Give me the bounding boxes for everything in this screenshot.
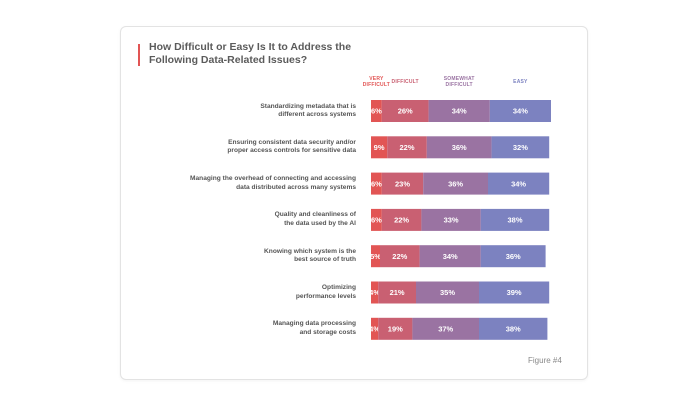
bar-segment-difficult <box>381 100 429 122</box>
bar-segment-very-difficult <box>371 317 379 340</box>
legend-very-difficult-line: VERY <box>369 76 384 82</box>
legend-somewhat-difficult: SOMEWHAT DIFFICULT <box>429 76 489 88</box>
bar-segment-very-difficult <box>371 172 382 195</box>
data-label-very-difficult: 4% <box>369 325 380 334</box>
data-label-difficult: 26% <box>398 107 413 116</box>
row-label: Managing the overhead of connecting and … <box>150 175 356 192</box>
legend-difficult: DIFFICULT <box>375 79 435 85</box>
bar-segment-difficult <box>378 281 416 304</box>
row-label-line: Knowing which system is the <box>264 247 356 255</box>
bar-segment-difficult <box>381 172 424 195</box>
data-label-difficult: 22% <box>399 143 414 152</box>
data-label-easy: 34% <box>511 179 526 188</box>
bar-segment-easy <box>479 317 548 340</box>
bar-segment-somewhat-difficult <box>412 317 479 340</box>
bar-segment-difficult <box>381 208 422 231</box>
bar-segment-easy <box>488 172 550 195</box>
bar-segment-easy <box>480 208 550 231</box>
data-label-somewhat-difficult: 35% <box>440 288 455 297</box>
legend-easy-line: EASY <box>513 79 528 85</box>
figure-label: Figure #4 <box>528 356 562 365</box>
bar-segment-very-difficult <box>371 245 380 268</box>
data-label-difficult: 19% <box>388 325 403 334</box>
bar-segment-very-difficult <box>371 100 382 122</box>
row-label-line: Standardizing metadata that is <box>260 102 356 110</box>
data-label-very-difficult: 5% <box>370 252 381 261</box>
data-label-easy: 36% <box>506 252 521 261</box>
data-label-very-difficult: 6% <box>371 216 382 225</box>
row-label-line: different across systems <box>278 111 356 118</box>
data-label-somewhat-difficult: 34% <box>443 252 458 261</box>
data-label-difficult: 22% <box>392 252 407 261</box>
data-label-difficult: 23% <box>395 179 410 188</box>
data-label-easy: 34% <box>513 107 528 116</box>
title-accent-bar <box>138 44 140 66</box>
legend-somewhat-difficult-line: SOMEWHAT <box>443 76 475 82</box>
bar-segment-very-difficult <box>371 281 379 304</box>
row-label: Managing data processing and storage cost… <box>150 320 356 337</box>
data-label-easy: 38% <box>506 325 521 334</box>
row-label: Ensuring consistent data security and/or… <box>150 139 356 156</box>
bar-segment-somewhat-difficult <box>419 245 481 268</box>
bar-segment-difficult <box>387 136 427 159</box>
bar-segment-somewhat-difficult <box>428 100 490 122</box>
data-label-very-difficult: 6% <box>371 107 382 116</box>
bar-segment-very-difficult <box>371 208 382 231</box>
row-label: Quality and cleanliness of the data used … <box>150 211 356 228</box>
bar-segment-somewhat-difficult <box>426 136 492 159</box>
bar-segment-easy <box>480 245 546 268</box>
row-label-line: and storage costs <box>299 328 356 336</box>
data-label-somewhat-difficult: 33% <box>444 216 459 225</box>
legend-very-difficult-line: DIFFICULT <box>362 82 391 88</box>
row-label-line: data distributed across many systems <box>236 183 356 191</box>
row-label-line: the data used by the AI <box>284 219 356 227</box>
row-label-line: Managing the overhead of connecting and … <box>190 175 356 183</box>
row-label-line: performance levels <box>295 292 356 300</box>
row-label-line: proper access controls for sensitive dat… <box>227 147 356 155</box>
row-label-line: best source of truth <box>294 256 356 264</box>
bar-segment-somewhat-difficult <box>423 172 488 195</box>
row-label-line: Quality and cleanliness of <box>274 211 356 219</box>
data-label-difficult: 21% <box>390 288 405 297</box>
data-label-easy: 32% <box>513 143 528 152</box>
bar-segment-somewhat-difficult <box>416 281 479 304</box>
row-label: Standardizing metadata that is different … <box>150 103 356 120</box>
data-label-easy: 39% <box>507 288 522 297</box>
data-label-very-difficult: 9% <box>374 143 385 152</box>
data-label-difficult: 22% <box>394 216 409 225</box>
legend-somewhat-difficult-line: DIFFICULT <box>445 82 473 88</box>
data-label-somewhat-difficult: 34% <box>452 107 467 116</box>
data-label-very-difficult: 4% <box>369 288 380 297</box>
bar-segment-easy <box>479 281 550 304</box>
bar-segment-difficult <box>380 245 420 268</box>
data-label-easy: 38% <box>507 216 522 225</box>
row-label-line: Ensuring consistent data security and/or <box>228 138 356 146</box>
row-label-line: Managing data processing <box>272 320 356 328</box>
row-label: Optimizing performance levels <box>150 284 356 301</box>
data-label-somewhat-difficult: 37% <box>438 325 453 334</box>
data-label-somewhat-difficult: 36% <box>452 143 467 152</box>
row-label: Knowing which system is the best source o… <box>150 248 356 265</box>
legend-very-difficult: VERY DIFFICULT <box>346 76 406 88</box>
data-label-somewhat-difficult: 36% <box>448 179 463 188</box>
bar-segment-very-difficult <box>371 136 388 159</box>
bar-segment-easy <box>491 136 550 159</box>
chart-title: How Difficult or Easy Is It to Address t… <box>149 41 352 66</box>
bar-segment-easy <box>489 100 551 122</box>
row-label-line: Optimizing <box>321 284 356 291</box>
legend-difficult-line: DIFFICULT <box>391 79 419 85</box>
legend-easy: EASY <box>490 79 550 85</box>
bar-segment-somewhat-difficult <box>421 208 481 231</box>
data-label-very-difficult: 6% <box>371 179 382 188</box>
bar-segment-difficult <box>378 317 413 340</box>
